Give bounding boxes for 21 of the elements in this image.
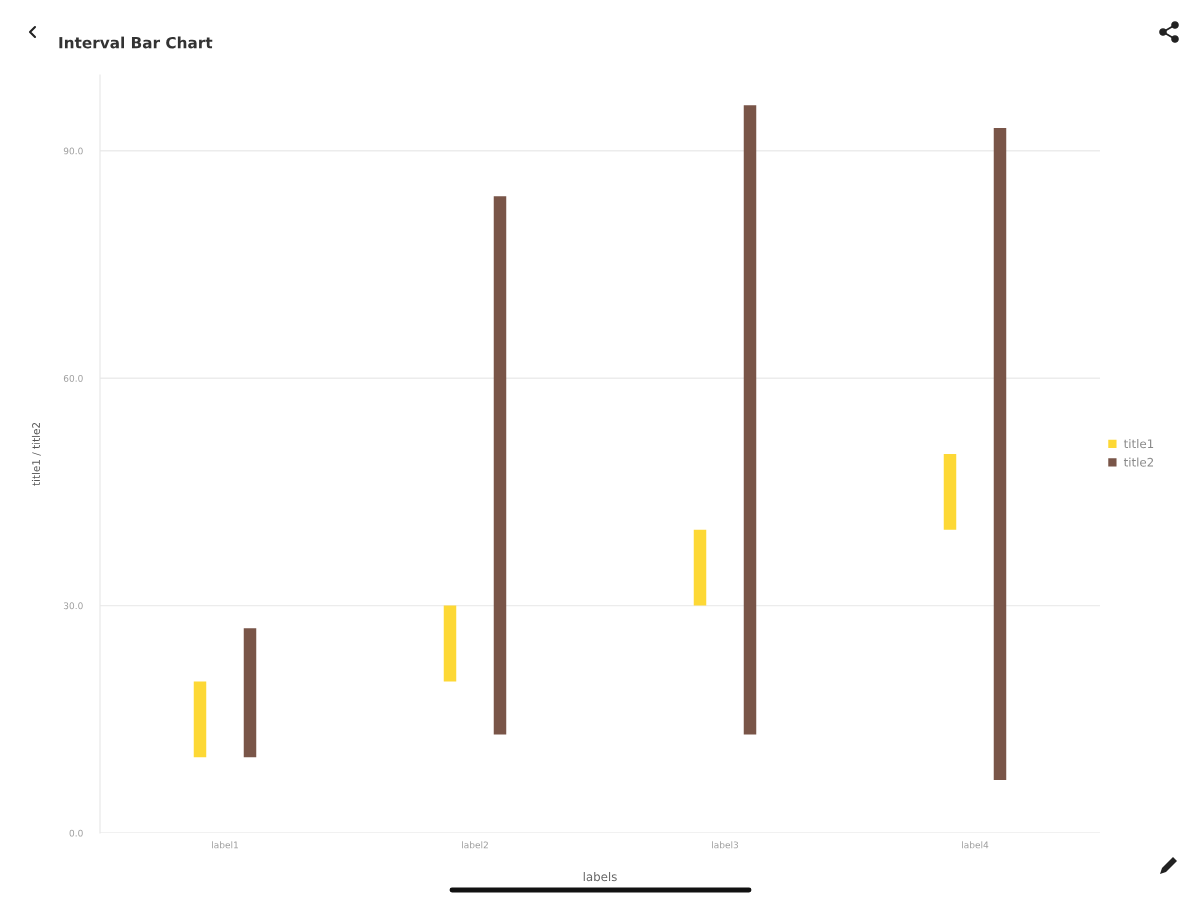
chart-title: Interval Bar Chart: [59, 36, 213, 49]
x-axis-title: labels: [583, 872, 617, 882]
x-tick-label: label1: [212, 841, 238, 849]
y-tick-label: 0.0: [69, 829, 83, 837]
bar: [943, 454, 957, 530]
bar: [193, 681, 207, 758]
bar: [493, 196, 507, 735]
x-tick-label: label2: [462, 841, 488, 849]
x-tick-label: label4: [962, 841, 989, 849]
legend-label: title2: [1123, 457, 1154, 467]
y-tick-label: 30.0: [63, 602, 83, 610]
bar: [243, 628, 257, 758]
y-tick-label: 60.0: [63, 374, 83, 382]
bar: [743, 105, 757, 735]
y-axis-title: title1 / title2: [31, 422, 41, 486]
bar: [443, 605, 457, 682]
bar: [993, 128, 1007, 780]
bar: [693, 529, 707, 606]
legend-label: title1: [1123, 439, 1154, 449]
y-tick-label: 90.0: [63, 147, 83, 155]
x-tick-label: label3: [712, 841, 739, 849]
